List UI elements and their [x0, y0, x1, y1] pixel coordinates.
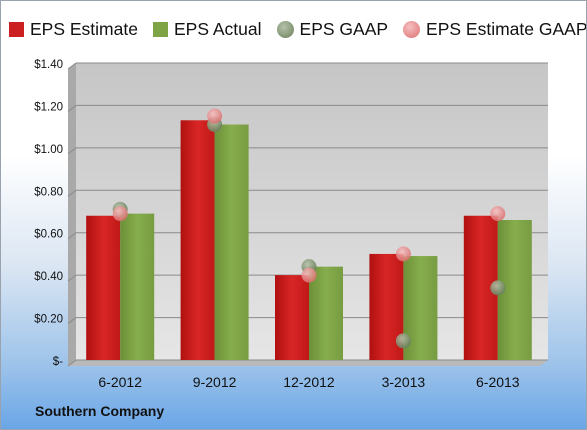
gridline-side [67, 105, 77, 112]
y-tick-label: $0.60 [34, 229, 63, 241]
legend-item: EPS Actual [151, 19, 262, 40]
point-eps-gaap [490, 280, 506, 296]
point-eps-estimate-gaap [301, 267, 317, 283]
x-tick-label: 9-2012 [193, 374, 237, 390]
bar-eps-estimate [86, 215, 121, 360]
point-eps-estimate-gaap [207, 108, 223, 124]
legend-label: EPS Estimate GAAP [426, 18, 587, 39]
company-label: Southern Company [35, 403, 165, 419]
y-tick-label: $1.20 [34, 101, 63, 113]
legend-label: EPS GAAP [299, 18, 389, 39]
y-tick-label: $0.80 [34, 186, 63, 198]
point-eps-gaap [395, 333, 411, 349]
legend-label: EPS Estimate [30, 18, 138, 39]
bar-eps-actual [214, 124, 249, 361]
y-tick-label: $1.40 [34, 59, 63, 71]
gridline-side [67, 274, 77, 282]
legend-item: EPS Estimate [7, 19, 138, 40]
x-tick-label: 12-2012 [283, 374, 335, 390]
point-eps-estimate-gaap [490, 206, 506, 222]
gridline-side [67, 62, 77, 70]
bar-eps-actual [120, 213, 155, 360]
gridline-side [67, 147, 77, 155]
bar-eps-estimate [180, 120, 215, 361]
legend-swatch [276, 20, 294, 38]
x-tick-label: 6-2012 [98, 374, 142, 390]
legend-swatch [152, 21, 168, 37]
x-tick-label: 3-2013 [382, 374, 426, 390]
bar-eps-actual [309, 266, 343, 360]
legend-label: EPS Actual [173, 18, 262, 39]
point-eps-estimate-gaap [395, 246, 411, 262]
point-eps-estimate-gaap [112, 206, 128, 222]
y-tick-label: $- [53, 356, 63, 368]
gridline-side [67, 359, 77, 367]
bar-eps-estimate [275, 275, 309, 360]
legend-item: EPS Estimate GAAP [401, 18, 587, 40]
legend-swatch [403, 20, 421, 38]
chart-legend: EPS Estimate EPS Actual EPS GAAP EPS Estima… [7, 16, 587, 42]
y-tick-label: $0.40 [34, 271, 63, 283]
legend-item: EPS GAAP [275, 18, 389, 40]
gridline-side [67, 317, 77, 324]
y-tick-label: $0.20 [34, 314, 63, 326]
y-tick-label: $1.00 [34, 144, 63, 156]
x-tick-label: 6-2013 [476, 374, 520, 390]
plot-floor [68, 360, 548, 366]
gridline-side [67, 189, 77, 197]
plot-side-wall [68, 63, 76, 366]
gridline-side [67, 232, 77, 240]
legend-swatch [9, 21, 24, 37]
